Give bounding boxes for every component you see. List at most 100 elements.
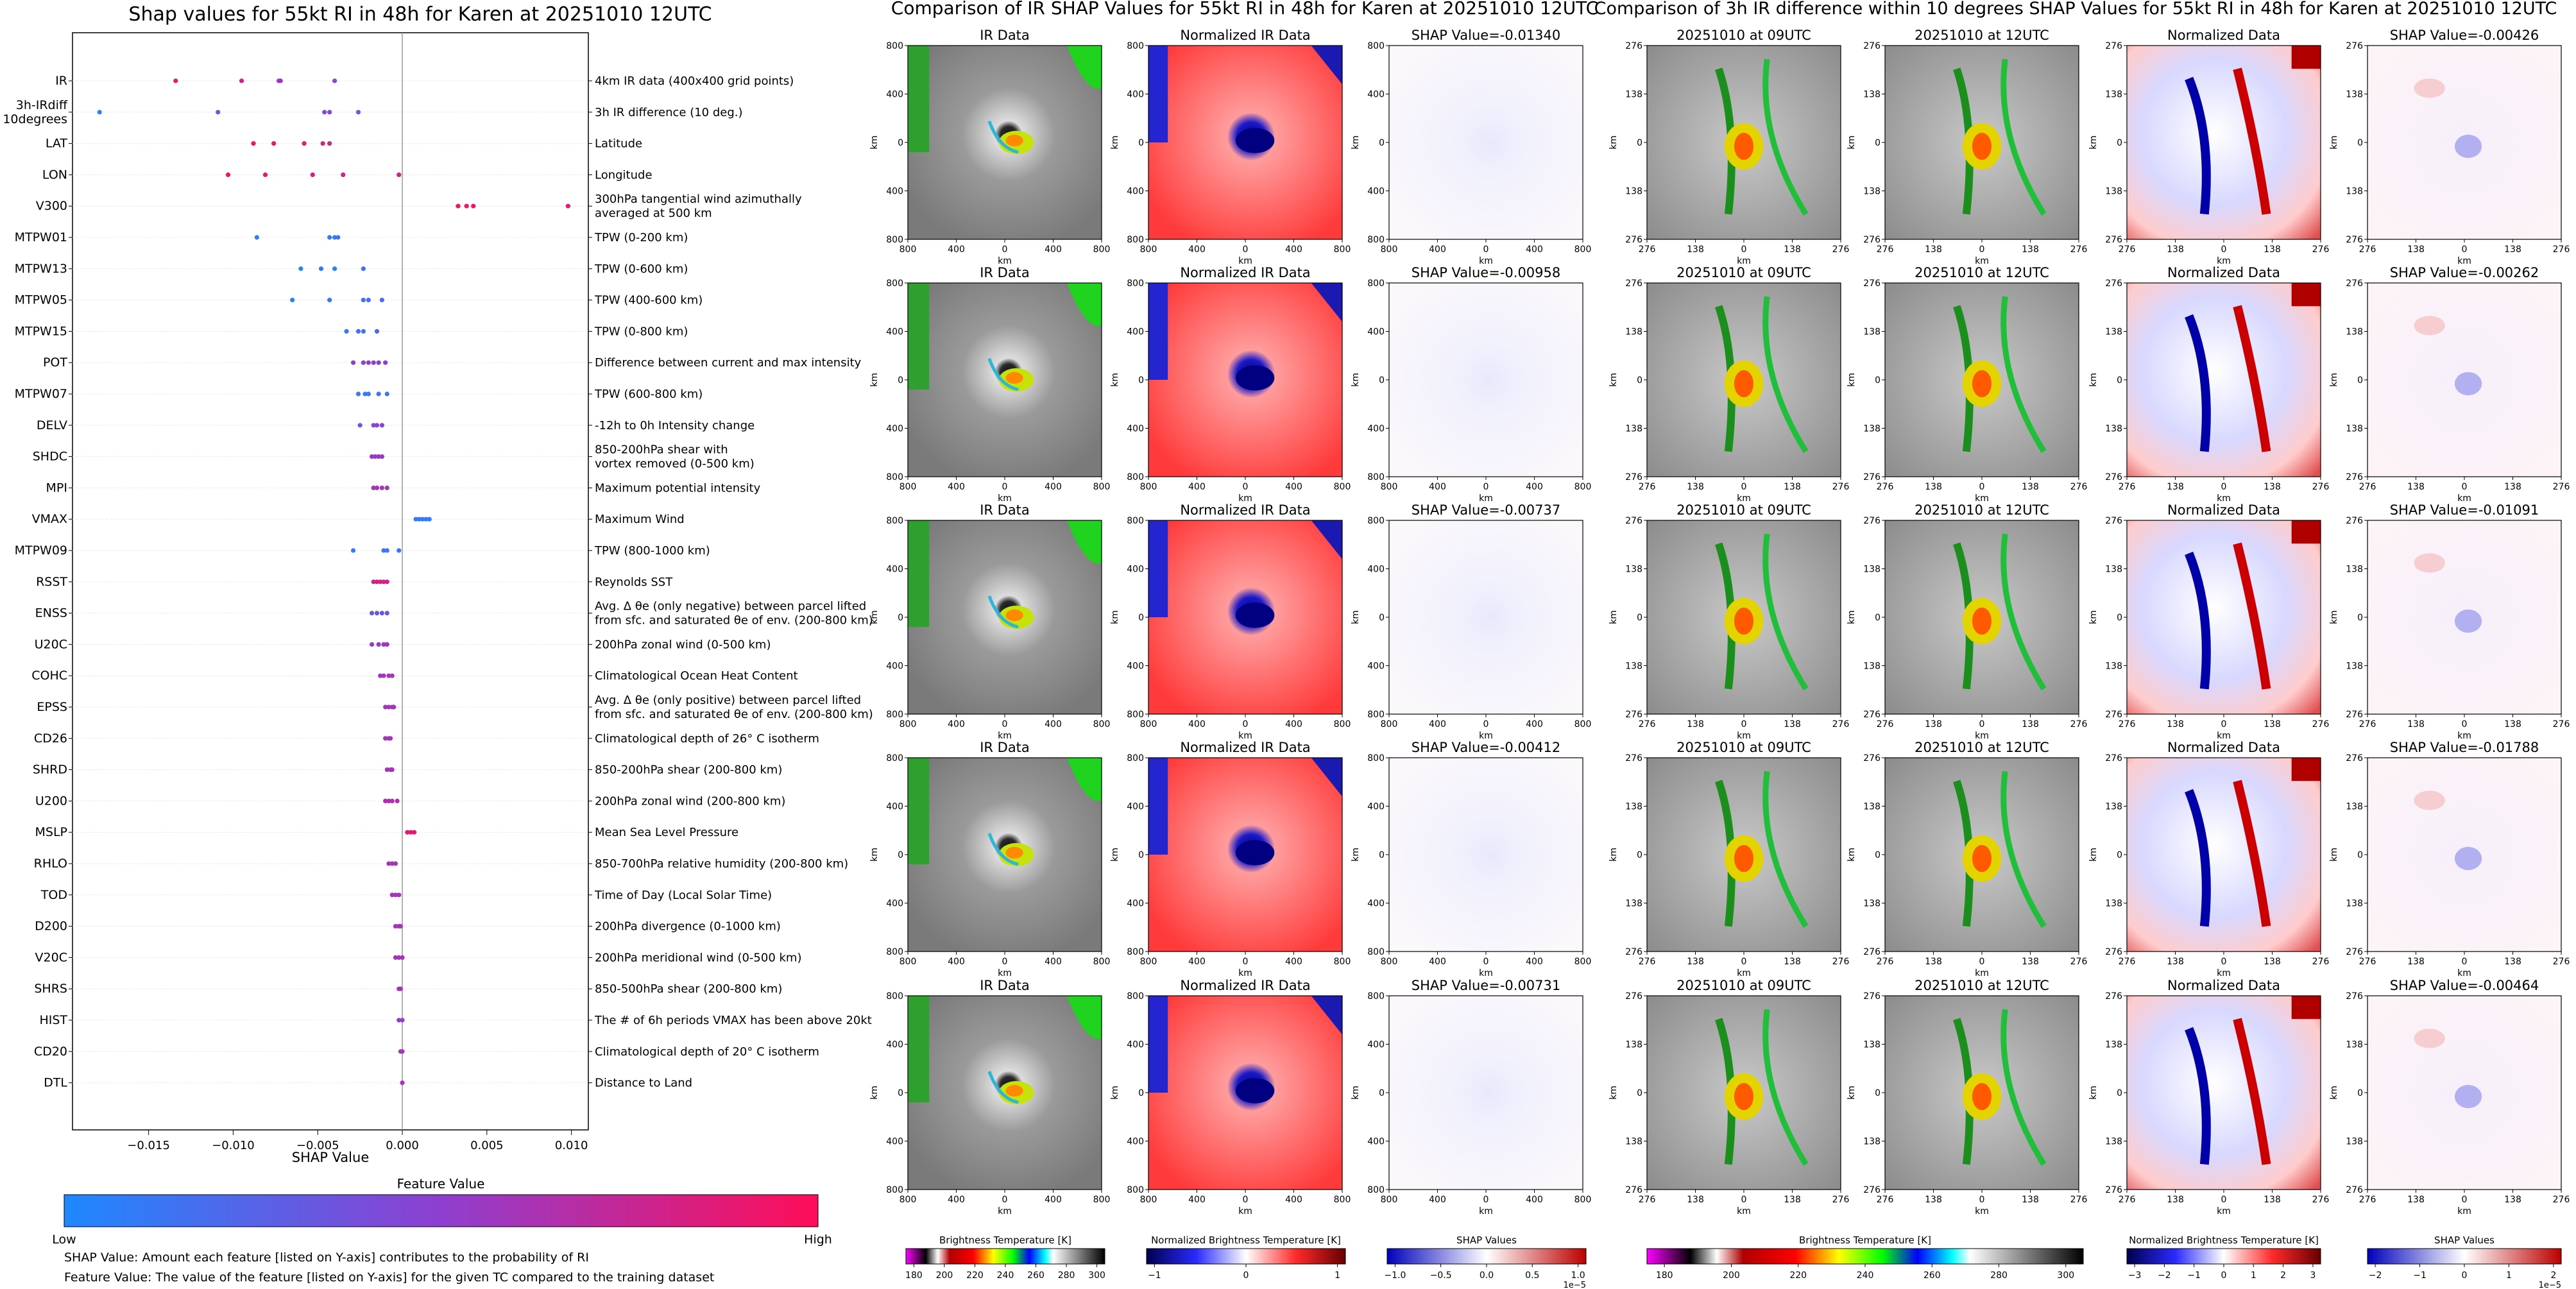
feature-description-label: 4km IR data (400x400 grid points) xyxy=(595,74,794,88)
shap-point xyxy=(344,329,349,334)
feature-code-line: SHDC xyxy=(33,450,67,464)
feature-description-label: Longitude xyxy=(595,168,653,182)
panel-y-tick-label: 276 xyxy=(1625,1185,1642,1195)
feature-code-line: RHLO xyxy=(34,857,67,871)
colorbar-tick-label: 0 xyxy=(2221,1270,2227,1281)
shap-point xyxy=(374,579,380,585)
panel-y-tick-label: 276 xyxy=(1863,41,1881,51)
panel-x-tick-label: 138 xyxy=(2407,1195,2425,1205)
panel-y-tick-label: 138 xyxy=(2346,187,2363,197)
panel-x-tick-label: 138 xyxy=(2504,719,2521,730)
panel-title: SHAP Value=-0.00426 xyxy=(2390,28,2539,43)
panel-y-tick-label: 138 xyxy=(2105,662,2122,672)
panel-y-tick-label: 276 xyxy=(2346,947,2363,957)
panel-x-tick-label: 0 xyxy=(1002,1195,1008,1205)
panel-x-tick-label: 138 xyxy=(1784,244,1801,255)
panel-y-tick-label: 276 xyxy=(1863,710,1881,720)
positive-shap-region xyxy=(2414,553,2445,573)
shap-point xyxy=(393,955,398,960)
panel-x-tick-label: 800 xyxy=(1574,957,1592,967)
panel-x-tick-label: 138 xyxy=(1687,244,1704,255)
panel-x-tick-label: 400 xyxy=(1188,719,1206,730)
colorbar-gradient xyxy=(905,1248,1105,1265)
shap-point xyxy=(262,172,268,177)
panel-x-tick-label: 400 xyxy=(1429,1195,1446,1205)
panel-x-tick-label: 400 xyxy=(1429,482,1446,492)
panel-x-tick-label: 0 xyxy=(1483,1195,1489,1205)
feature-description-label: TPW (0-200 km) xyxy=(594,231,688,244)
image-panel: Normalized IR Data8008004004000040040080… xyxy=(1110,265,1351,504)
panel-y-tick-label: 0 xyxy=(1379,138,1385,148)
image-panel: 20251010 at 12UTC27627613813800138138276… xyxy=(1847,502,2087,741)
panel-x-tick-label: 400 xyxy=(1045,719,1062,730)
panel-x-tick-label: 0 xyxy=(1741,957,1747,967)
shap-point xyxy=(239,78,244,83)
panel-x-axis-label: km xyxy=(998,731,1012,741)
panel-x-tick-label: 800 xyxy=(1093,957,1111,967)
panel-y-tick-label: 800 xyxy=(1127,472,1144,482)
panel-x-tick-label: 400 xyxy=(1285,719,1302,730)
storm-eye xyxy=(1005,1084,1023,1097)
panel-y-tick-label: 0 xyxy=(2357,1088,2363,1098)
panel-x-tick-label: 276 xyxy=(2070,1195,2088,1205)
feature-description-line: Maximum Wind xyxy=(595,513,685,526)
feature-code-label: VMAX xyxy=(32,512,67,526)
shap-point xyxy=(361,360,366,365)
panel-y-tick-label: 138 xyxy=(1863,424,1881,434)
panel-x-tick-label: 276 xyxy=(2359,482,2376,492)
image-panel: SHAP Value=-0.01340800800400400004004008… xyxy=(1351,28,1591,266)
image-panel: Normalized Data2762761381380013813827627… xyxy=(2088,978,2329,1216)
feature-description-label: TPW (600-800 km) xyxy=(594,388,703,401)
colorbar-tick-label: 1.0 xyxy=(1571,1270,1585,1281)
storm-eye xyxy=(1005,609,1023,622)
colorbar-title: Feature Value xyxy=(397,1176,485,1191)
panel-y-tick-label: 0 xyxy=(1637,375,1642,386)
panel-y-tick-label: 800 xyxy=(1127,947,1144,957)
rain-band xyxy=(1762,58,1809,216)
panel-image xyxy=(1389,283,1583,477)
panel-image xyxy=(1389,520,1583,714)
shap-point xyxy=(389,767,395,773)
feature-description-line: 200hPa zonal wind (0-500 km) xyxy=(595,638,771,651)
panel-y-tick-label: 0 xyxy=(1138,375,1144,386)
feature-description-line: Time of Day (Local Solar Time) xyxy=(594,889,772,902)
panel-y-tick-label: 0 xyxy=(1637,850,1642,860)
panel-y-tick-label: 400 xyxy=(1367,802,1385,812)
panel-y-tick-label: 800 xyxy=(1127,1185,1144,1195)
shap-point xyxy=(389,861,395,866)
storm-core xyxy=(1235,602,1275,628)
feature-code-line: DTL xyxy=(44,1076,67,1090)
panel-y-tick-label: 0 xyxy=(1637,1088,1642,1098)
panel-y-tick-label: 400 xyxy=(1367,565,1385,575)
colorbar-tick-label: −3 xyxy=(2128,1270,2142,1281)
feature-description-label: TPW (0-600 km) xyxy=(594,262,688,276)
colorbar-tick-label: 200 xyxy=(936,1270,953,1281)
panel-title: Normalized IR Data xyxy=(1180,740,1310,755)
shap-point xyxy=(332,266,337,271)
panel-x-tick-label: 0 xyxy=(1979,482,1985,492)
colorbar-tick-label: 300 xyxy=(1088,1270,1105,1281)
panel-y-tick-label: 0 xyxy=(2357,375,2363,386)
panel-y-tick-label: 800 xyxy=(1367,710,1385,720)
colorbar-tick-label: −1.0 xyxy=(1384,1270,1406,1281)
panel-y-tick-label: 800 xyxy=(1127,235,1144,245)
panel-x-tick-label: 0 xyxy=(1979,957,1985,967)
panel-y-tick-label: 400 xyxy=(1367,1137,1385,1147)
shap-point xyxy=(369,611,375,616)
panel-x-tick-label: 276 xyxy=(2070,244,2088,255)
rain-band xyxy=(987,120,1019,154)
panel-x-tick-label: 400 xyxy=(1285,244,1302,255)
shap-point xyxy=(384,391,389,397)
panel-x-axis-label: km xyxy=(1975,493,1989,504)
panel-y-tick-label: 0 xyxy=(1379,850,1385,860)
feature-description-line: Longitude xyxy=(595,168,653,182)
image-panel: SHAP Value=-0.00731800800400400004004008… xyxy=(1351,978,1591,1216)
panel-y-axis-label: km xyxy=(2088,373,2099,387)
panel-x-tick-label: 0 xyxy=(1002,957,1008,967)
panel-y-tick-label: 400 xyxy=(1367,662,1385,672)
panel-y-tick-label: 276 xyxy=(2346,235,2363,245)
land-cloud-feature xyxy=(908,283,930,390)
shap-point xyxy=(393,892,398,898)
cold-cloud-region xyxy=(1311,520,1342,559)
